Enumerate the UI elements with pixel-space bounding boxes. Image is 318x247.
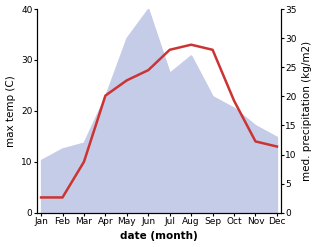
X-axis label: date (month): date (month) [120, 231, 198, 242]
Y-axis label: med. precipitation (kg/m2): med. precipitation (kg/m2) [302, 41, 313, 181]
Y-axis label: max temp (C): max temp (C) [5, 75, 16, 147]
